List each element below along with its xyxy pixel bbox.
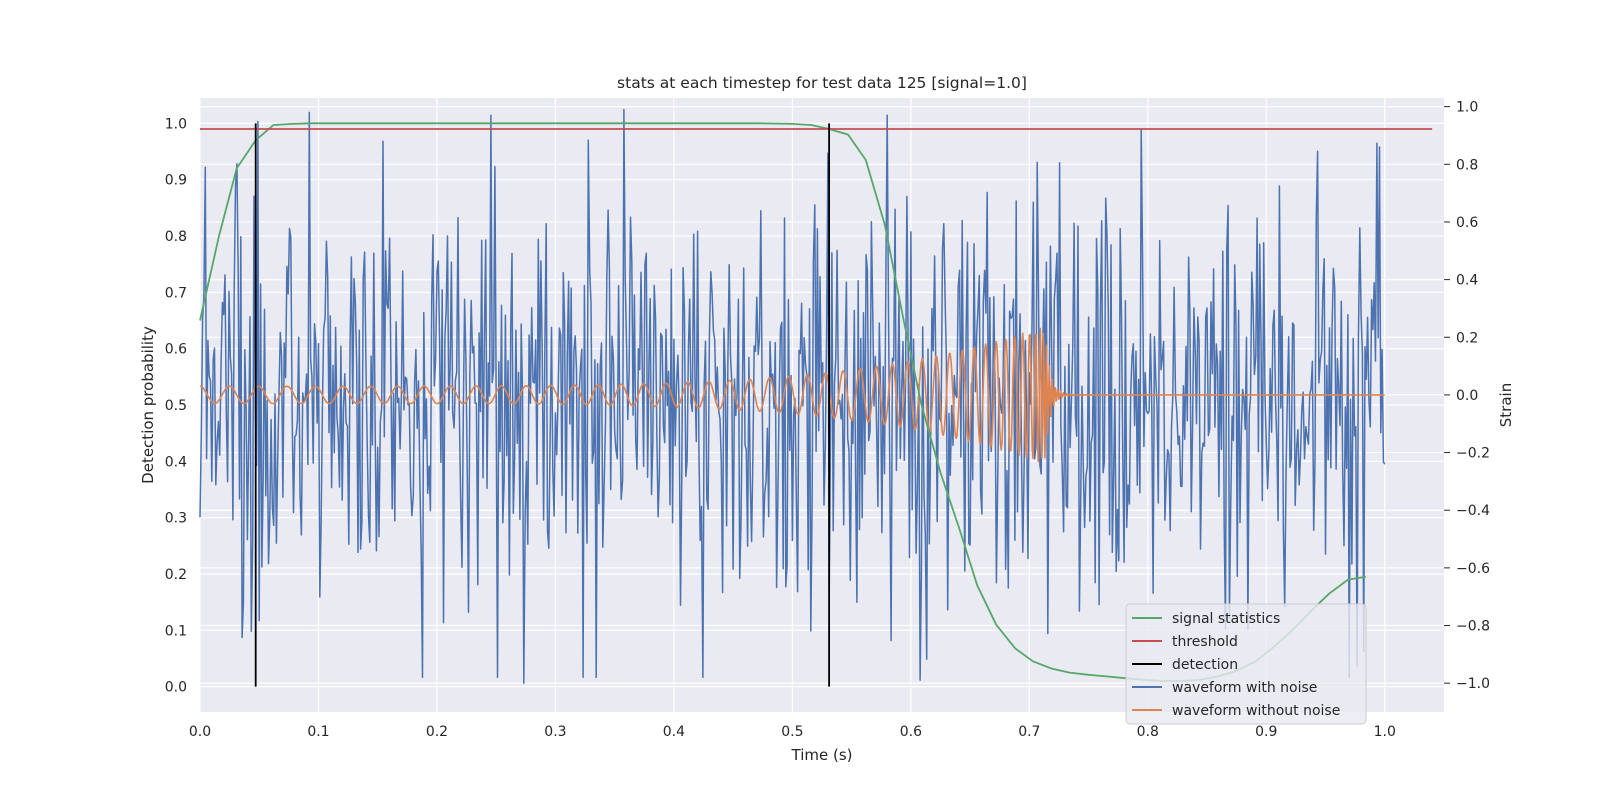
legend-label: detection	[1172, 657, 1238, 673]
x-tick-label: 0.6	[900, 724, 922, 740]
x-tick-label: 0.3	[544, 724, 566, 740]
x-tick-label: 0.7	[1018, 724, 1040, 740]
y-tick-label: 0.8	[165, 229, 187, 245]
y-tick-label: 0.0	[165, 680, 187, 696]
x-tick-label: 0.0	[189, 724, 211, 740]
y-tick-label: 0.6	[165, 342, 187, 358]
y2-tick-label: 1.0	[1456, 100, 1478, 116]
x-tick-label: 1.0	[1374, 724, 1396, 740]
y-tick-label: 0.1	[165, 623, 187, 639]
y2-tick-label: 0.4	[1456, 273, 1478, 289]
y-axis-label: Detection probability	[139, 326, 157, 484]
y-tick-label: 0.2	[165, 567, 187, 583]
ticks: 0.0 0.1 0.2 0.3 0.4 0.5 0.6 0.7 0.8 0.9 1.0 0.0 0.1 0…	[165, 100, 1490, 740]
y2-tick-label: −0.8	[1456, 619, 1490, 635]
x-tick-label: 0.5	[781, 724, 803, 740]
x-tick-label: 0.9	[1255, 724, 1277, 740]
waveform-without-noise-line	[199, 327, 1385, 463]
legend-label: waveform without noise	[1172, 703, 1340, 719]
y-tick-label: 1.0	[165, 116, 187, 132]
legend-label: threshold	[1172, 634, 1238, 650]
legend: signal statistics threshold detection wavef…	[1125, 603, 1367, 725]
x-tick-label: 0.1	[307, 724, 329, 740]
y-tick-label: 0.4	[165, 454, 187, 470]
y-tick-label: 0.5	[165, 398, 187, 414]
x-tick-label: 0.4	[663, 724, 685, 740]
y-tick-label: 0.3	[165, 511, 187, 527]
y2-tick-label: −0.2	[1456, 446, 1490, 462]
y2-tick-label: −1.0	[1456, 676, 1490, 692]
legend-label: waveform with noise	[1172, 680, 1317, 696]
x-tick-label: 0.2	[426, 724, 448, 740]
y2-tick-label: 0.6	[1456, 215, 1478, 231]
y-tick-label: 0.7	[165, 285, 187, 301]
chart-title: stats at each timestep for test data 125…	[617, 74, 1027, 92]
y2-axis-label: Strain	[1497, 383, 1515, 427]
y2-tick-label: 0.0	[1456, 388, 1478, 404]
y2-tick-label: −0.6	[1456, 561, 1490, 577]
waveform-with-noise-line	[199, 108, 1386, 684]
legend-label: signal statistics	[1172, 611, 1280, 627]
x-axis-label: Time (s)	[791, 746, 853, 764]
y2-tick-label: −0.4	[1456, 503, 1490, 519]
x-tick-label: 0.8	[1137, 724, 1159, 740]
legend-box	[1125, 603, 1367, 725]
y-tick-label: 0.9	[165, 173, 187, 189]
y2-tick-label: 0.2	[1456, 330, 1478, 346]
y2-tick-label: 0.8	[1456, 157, 1478, 173]
